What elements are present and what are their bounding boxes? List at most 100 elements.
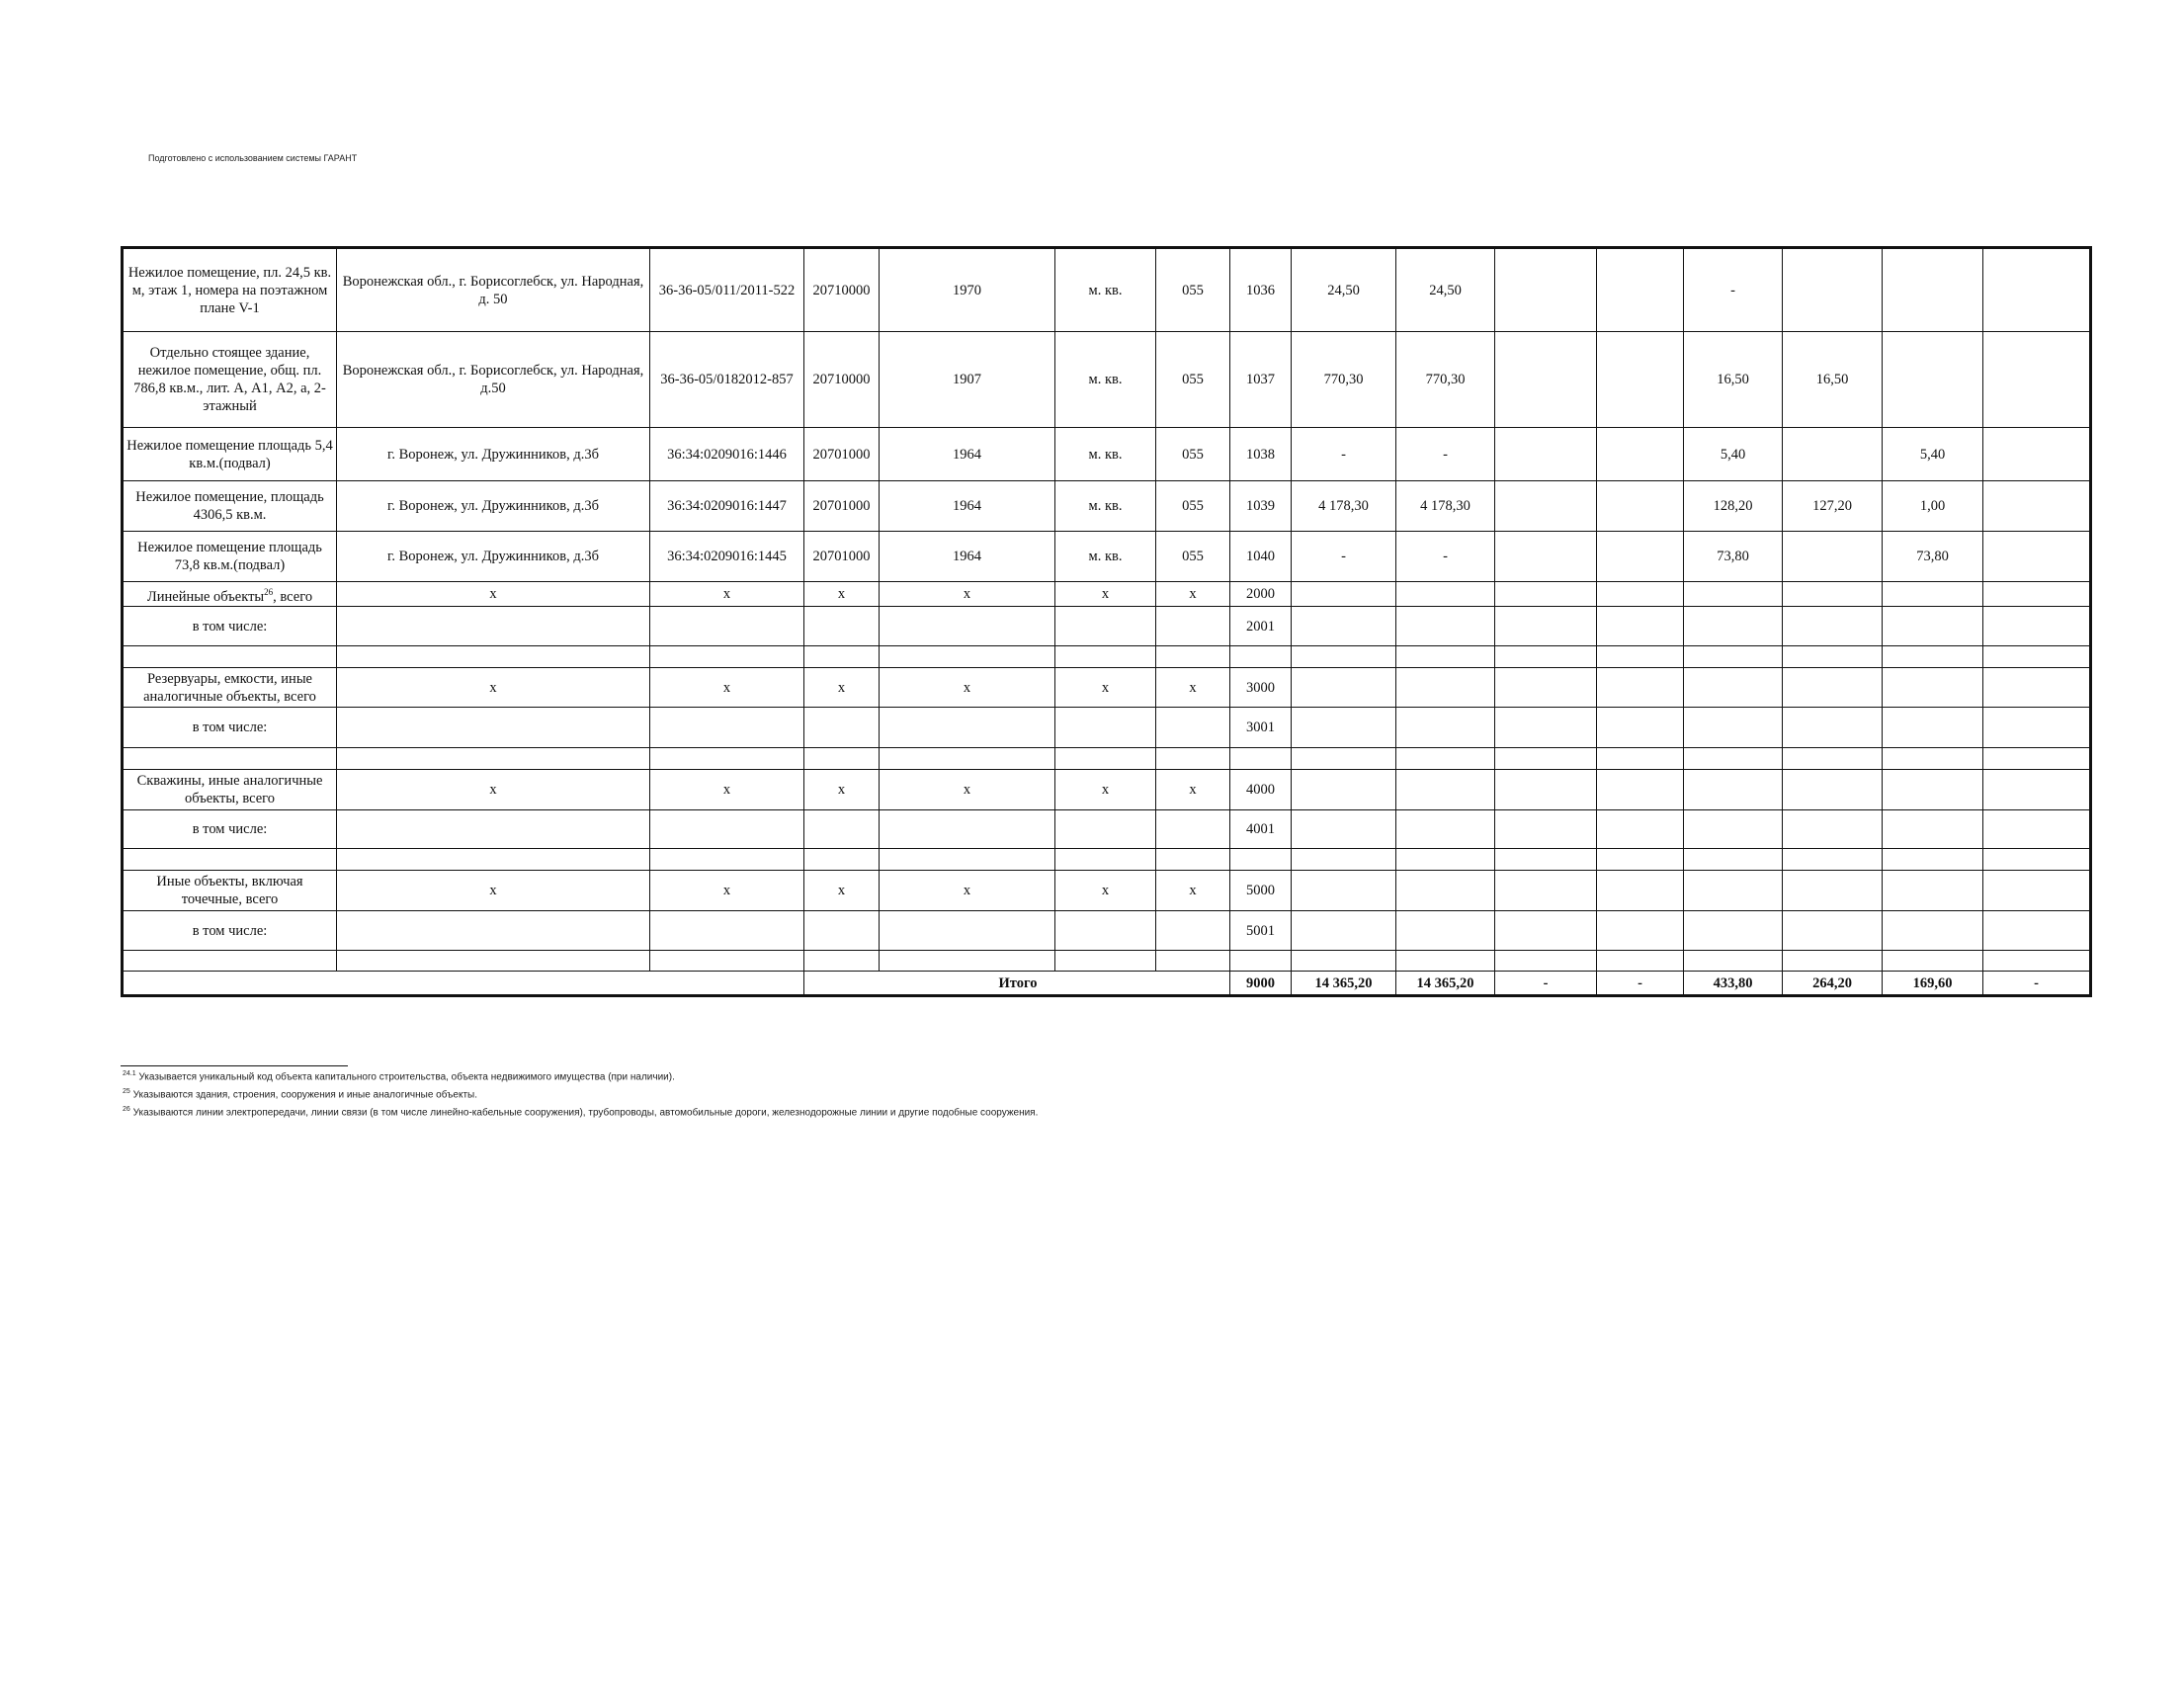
total-value: 264,20 — [1782, 971, 1883, 996]
table-cell — [879, 707, 1055, 748]
table-cell — [1982, 747, 2091, 770]
table-cell — [1982, 707, 2091, 748]
table-cell: 5,40 — [1683, 427, 1783, 481]
total-code: 9000 — [1229, 971, 1292, 996]
table-cell — [1683, 581, 1783, 607]
table-cell — [1982, 247, 2091, 332]
table-cell: г. Воронеж, ул. Дружинников, д.3б — [336, 480, 650, 532]
table-cell — [1054, 707, 1156, 748]
table-cell — [1596, 247, 1684, 332]
table-cell — [1782, 581, 1883, 607]
table-cell: м. кв. — [1054, 480, 1156, 532]
table-cell — [1782, 247, 1883, 332]
table-cell — [1882, 581, 1983, 607]
table-cell — [1155, 848, 1230, 871]
table-cell — [1155, 809, 1230, 849]
table-cell: 1038 — [1229, 427, 1292, 481]
footnote-mark: 26 — [123, 1106, 130, 1113]
table-cell — [803, 910, 880, 951]
table-cell: 36-36-05/0182012-857 — [649, 331, 804, 428]
table-cell — [1882, 848, 1983, 871]
group-label-text: Иные объекты, включая точечные, всего — [156, 874, 303, 907]
table-cell — [1683, 950, 1783, 972]
table-cell — [803, 848, 880, 871]
table-cell — [1291, 769, 1396, 810]
table-cell: м. кв. — [1054, 331, 1156, 428]
table-cell — [1054, 809, 1156, 849]
table-cell — [1596, 769, 1684, 810]
table-cell — [649, 910, 804, 951]
table-cell: 1037 — [1229, 331, 1292, 428]
footnote: 24.1 Указывается уникальный код объекта … — [123, 1070, 675, 1082]
table-cell: 4 178,30 — [1291, 480, 1396, 532]
table-cell — [879, 950, 1055, 972]
table-cell — [1782, 910, 1883, 951]
table-cell — [1982, 667, 2091, 708]
table-cell — [1882, 331, 1983, 428]
x-mark: x — [336, 581, 650, 607]
table-cell: 5,40 — [1882, 427, 1983, 481]
table-cell — [649, 606, 804, 646]
table-cell — [1982, 581, 2091, 607]
table-cell — [1494, 480, 1597, 532]
table-cell: г. Воронеж, ул. Дружинников, д.3б — [336, 427, 650, 481]
table-cell — [803, 950, 880, 972]
table-cell — [1494, 769, 1597, 810]
table-cell — [1054, 747, 1156, 770]
table-cell: 055 — [1155, 427, 1230, 481]
table-cell: - — [1291, 531, 1396, 582]
x-mark: x — [1054, 581, 1156, 607]
table-cell: Нежилое помещение, пл. 24,5 кв. м, этаж … — [122, 247, 337, 332]
table-cell — [1494, 531, 1597, 582]
footnote-mark: 24.1 — [123, 1070, 136, 1077]
table-cell — [1982, 606, 2091, 646]
group-label-text: Скважины, иные аналогичные объекты, всег… — [136, 773, 323, 806]
table-cell — [1291, 707, 1396, 748]
footnote-mark: 25 — [123, 1088, 130, 1095]
table-cell — [1596, 667, 1684, 708]
table-cell — [803, 707, 880, 748]
table-cell — [1494, 747, 1597, 770]
table-cell — [1782, 769, 1883, 810]
group-total-row: Иные объекты, включая точечные, всего x x x… — [122, 870, 2091, 911]
table-cell — [1782, 848, 1883, 871]
table-cell — [1596, 427, 1684, 481]
table-cell: 36-36-05/011/2011-522 — [649, 247, 804, 332]
row-code: 3001 — [1229, 707, 1292, 748]
x-mark: x — [1155, 870, 1230, 911]
table-cell — [1596, 848, 1684, 871]
subgroup-label: в том числе: — [122, 809, 337, 849]
table-cell: 20710000 — [803, 247, 880, 332]
table-cell: 770,30 — [1291, 331, 1396, 428]
table-cell — [879, 606, 1055, 646]
table-cell — [1683, 809, 1783, 849]
table-cell — [1596, 531, 1684, 582]
total-value: - — [1494, 971, 1597, 996]
table-cell — [336, 606, 650, 646]
footnote: 25 Указываются здания, строения, сооруже… — [123, 1088, 477, 1100]
table-cell — [1395, 581, 1495, 607]
table-cell — [1596, 480, 1684, 532]
total-value: - — [1596, 971, 1684, 996]
table-cell — [1982, 848, 2091, 871]
footnote-text: Указывается уникальный код объекта капит… — [138, 1071, 675, 1083]
table-cell — [336, 747, 650, 770]
footnote-divider — [121, 1065, 348, 1066]
table-cell — [649, 950, 804, 972]
group-label: Линейные объекты26, всего — [122, 581, 337, 607]
table-cell — [1882, 910, 1983, 951]
table-cell — [1683, 848, 1783, 871]
table-row: Нежилое помещение площадь 73,8 кв.м.(под… — [122, 531, 2091, 582]
table-cell — [1395, 848, 1495, 871]
group-label-text: Резервуары, емкости, иные аналогичные об… — [143, 670, 316, 705]
table-cell — [1683, 667, 1783, 708]
table-cell — [1494, 870, 1597, 911]
table-cell — [1054, 848, 1156, 871]
table-cell — [1683, 707, 1783, 748]
table-cell — [1229, 950, 1292, 972]
table-cell — [1155, 910, 1230, 951]
footnote-text: Указываются линии электропередачи, линии… — [132, 1107, 1039, 1119]
table-cell — [1494, 427, 1597, 481]
table-cell: 16,50 — [1782, 331, 1883, 428]
x-mark: x — [803, 581, 880, 607]
